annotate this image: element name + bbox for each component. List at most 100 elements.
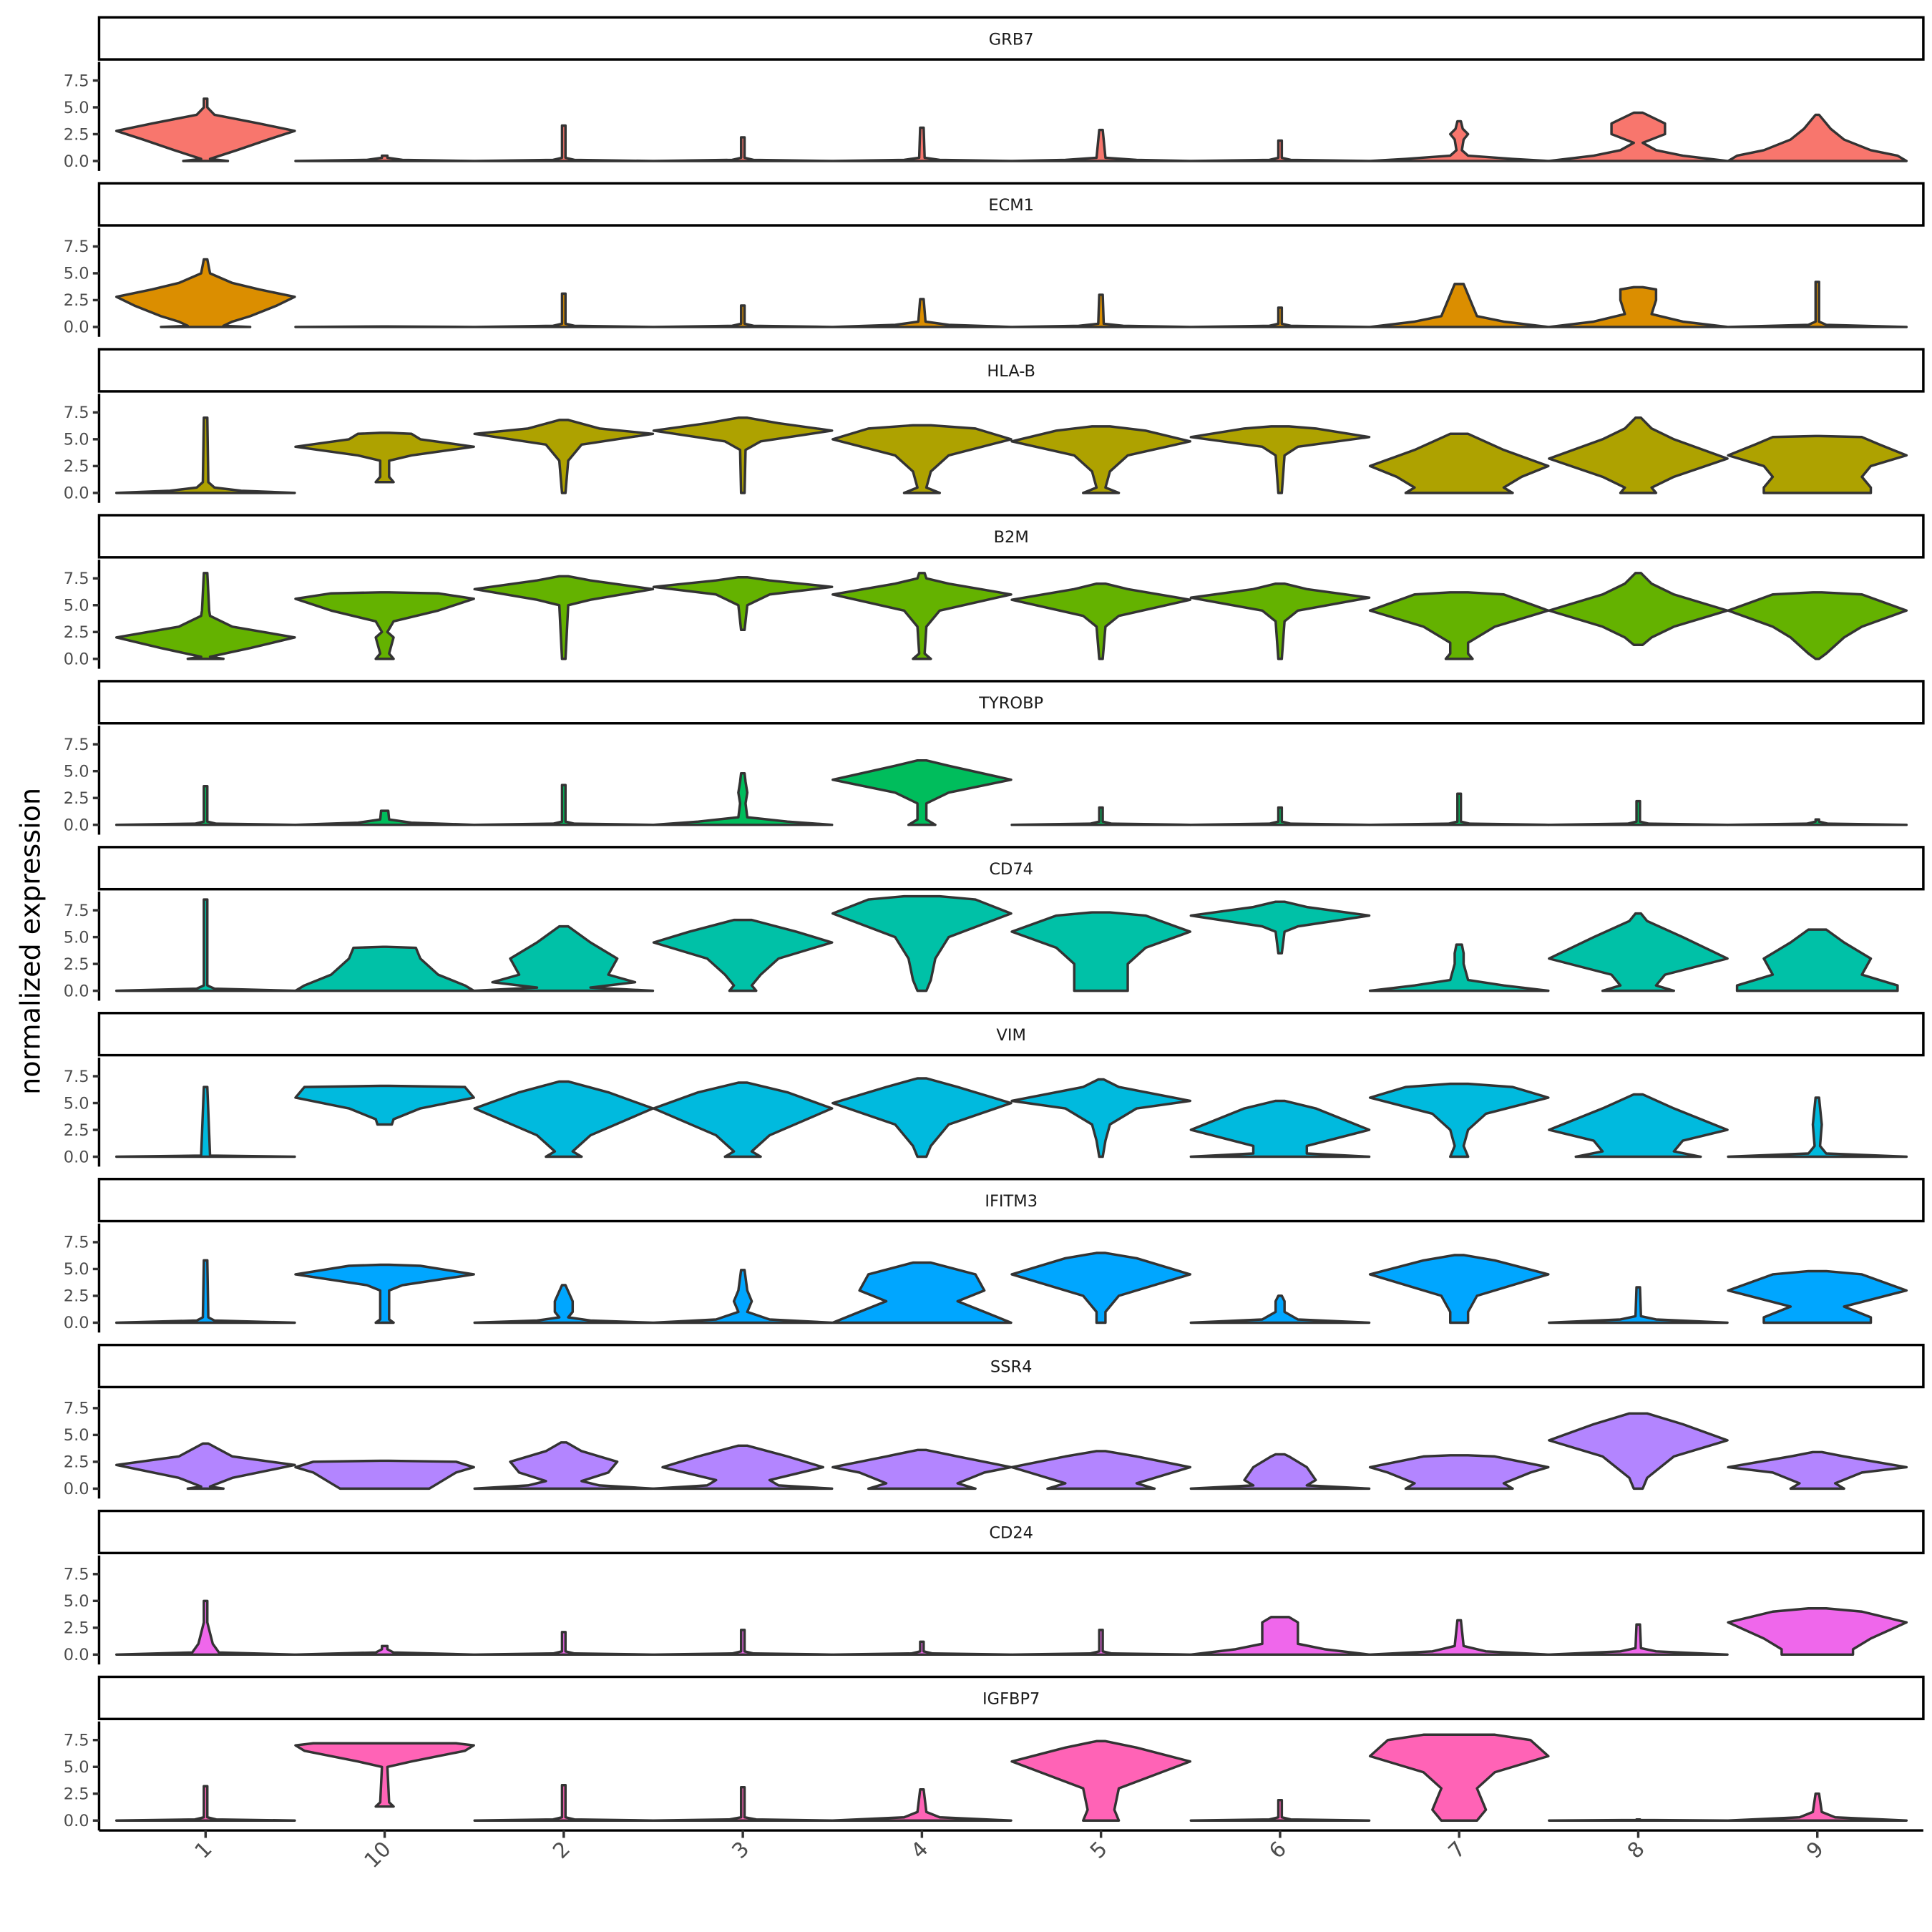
violin-ecm1-cluster-10	[294, 325, 475, 328]
violin-hla-b-cluster-9	[1727, 434, 1908, 494]
violin-cd74-cluster-10	[294, 945, 475, 992]
y-tick-label: 0.0	[64, 982, 89, 1000]
y-tick-label: 5.0	[64, 99, 89, 117]
y-tick-label: 2.5	[64, 1453, 89, 1472]
panel-b2m: B2M 0.0 2.5 5.0 7.5	[64, 514, 1925, 669]
violin-cd74-cluster-6	[1189, 900, 1371, 955]
y-tick-label: 7.5	[64, 72, 89, 90]
facet-strip	[97, 16, 1925, 61]
x-tick-label: 2	[548, 1837, 575, 1863]
violin-ifitm3-cluster-5	[1010, 1252, 1192, 1324]
facet-strip-label: SSR4	[990, 1358, 1033, 1377]
panel-hla-b: HLA-B 0.0 2.5 5.0 7.5	[64, 348, 1925, 503]
y-tick-label: 0.0	[64, 816, 89, 834]
violin-ecm1-cluster-4	[831, 298, 1013, 328]
violin-ssr4-cluster-5	[1010, 1450, 1192, 1491]
panel-cd74: CD74 0.0 2.5 5.0 7.5	[64, 846, 1925, 1001]
violin-ifitm3-cluster-10	[294, 1263, 475, 1324]
violin-ecm1-cluster-2	[473, 292, 655, 328]
violin-vim-cluster-6	[1189, 1099, 1371, 1158]
y-tick-label: 7.5	[64, 902, 89, 920]
y-tick-label: 5.0	[64, 1592, 89, 1611]
facet-strip	[97, 1177, 1925, 1223]
x-tick-label: 6	[1264, 1837, 1291, 1863]
y-tick-label: 2.5	[64, 125, 89, 144]
y-tick-label: 2.5	[64, 623, 89, 642]
y-tick-label: 7.5	[64, 1400, 89, 1418]
facet-strip	[97, 1675, 1925, 1721]
violin-vim-cluster-4	[831, 1077, 1013, 1158]
violin-b2m-cluster-7	[1368, 591, 1550, 660]
violin-grb7-cluster-1	[114, 97, 296, 162]
violin-tyrobp-cluster-8	[1548, 799, 1729, 826]
violin-vim-cluster-10	[294, 1084, 475, 1126]
violin-vim-cluster-7	[1368, 1082, 1550, 1158]
panel-grb7: GRB7 0.0 2.5 5.0 7.5	[64, 16, 1925, 171]
y-tick-label: 5.0	[64, 1260, 89, 1279]
violin-hla-b-cluster-7	[1368, 432, 1550, 494]
y-tick-label: 7.5	[64, 1732, 89, 1750]
violin-igfbp7-cluster-1	[114, 1785, 296, 1822]
violin-ssr4-cluster-10	[294, 1459, 475, 1491]
violin-tyrobp-cluster-3	[652, 771, 834, 826]
y-tick-label: 7.5	[64, 736, 89, 754]
violin-tyrobp-cluster-7	[1368, 792, 1550, 826]
x-tick-label: 3	[727, 1837, 753, 1863]
y-tick-label: 2.5	[64, 1785, 89, 1804]
facet-strip-label: ECM1	[988, 196, 1034, 215]
violin-b2m-cluster-4	[831, 572, 1013, 660]
violin-hla-b-cluster-1	[114, 416, 296, 494]
violin-cd74-cluster-5	[1010, 911, 1192, 992]
panel-cd24: CD24 0.0 2.5 5.0 7.5	[64, 1509, 1925, 1665]
y-tick-label: 7.5	[64, 1234, 89, 1252]
violin-ecm1-cluster-6	[1189, 306, 1371, 328]
violin-hla-b-cluster-3	[652, 416, 834, 494]
violin-vim-cluster-9	[1727, 1096, 1908, 1158]
violin-ssr4-cluster-4	[831, 1448, 1013, 1491]
y-tick-label: 5.0	[64, 1758, 89, 1777]
panel-vim: VIM 0.0 2.5 5.0 7.5	[64, 1012, 1925, 1167]
y-tick-label: 7.5	[64, 1566, 89, 1584]
violin-cd24-cluster-5	[1010, 1629, 1192, 1657]
y-tick-label: 2.5	[64, 291, 89, 310]
violin-grb7-cluster-8	[1548, 111, 1729, 162]
violin-ssr4-cluster-6	[1189, 1453, 1371, 1491]
x-tick-label: 9	[1802, 1837, 1828, 1863]
violin-vim-cluster-2	[473, 1080, 655, 1158]
violin-ssr4-cluster-9	[1727, 1450, 1908, 1491]
violin-hla-b-cluster-8	[1548, 416, 1729, 494]
violin-cd24-cluster-2	[473, 1631, 655, 1657]
violin-tyrobp-cluster-6	[1189, 806, 1371, 826]
y-tick-label: 2.5	[64, 789, 89, 808]
y-tick-label: 5.0	[64, 762, 89, 781]
facet-strip	[97, 680, 1925, 725]
y-tick-label: 7.5	[64, 238, 89, 256]
violin-ifitm3-cluster-6	[1189, 1294, 1371, 1324]
y-tick-label: 5.0	[64, 265, 89, 283]
y-tick-label: 2.5	[64, 955, 89, 974]
panel-tyrobp: TYROBP 0.0 2.5 5.0 7.5	[64, 680, 1925, 835]
y-tick-label: 0.0	[64, 1314, 89, 1332]
violin-b2m-cluster-5	[1010, 582, 1192, 660]
violin-ssr4-cluster-1	[114, 1442, 296, 1491]
violin-cd74-cluster-3	[652, 918, 834, 992]
y-tick-label: 0.0	[64, 1812, 89, 1830]
violin-grb7-cluster-9	[1727, 113, 1908, 162]
violin-cd24-cluster-8	[1548, 1623, 1729, 1657]
facet-strip	[97, 1012, 1925, 1057]
violin-grb7-cluster-6	[1189, 139, 1371, 162]
y-tick-label: 5.0	[64, 1426, 89, 1445]
facet-strip	[97, 1509, 1925, 1555]
violin-ecm1-cluster-9	[1727, 280, 1908, 328]
violin-igfbp7-cluster-7	[1368, 1733, 1550, 1822]
facet-strip-label: VIM	[996, 1026, 1025, 1045]
violin-cd74-cluster-9	[1735, 928, 1899, 992]
facet-strip-label: CD74	[989, 860, 1033, 879]
x-tick-label: 7	[1443, 1837, 1470, 1863]
violin-b2m-cluster-6	[1189, 582, 1371, 660]
y-tick-label: 0.0	[64, 1148, 89, 1166]
x-tick-label: 8	[1623, 1837, 1649, 1863]
y-tick-label: 0.0	[64, 1646, 89, 1664]
x-tick-label: 4	[906, 1837, 932, 1863]
violin-tyrobp-cluster-9	[1727, 818, 1908, 826]
